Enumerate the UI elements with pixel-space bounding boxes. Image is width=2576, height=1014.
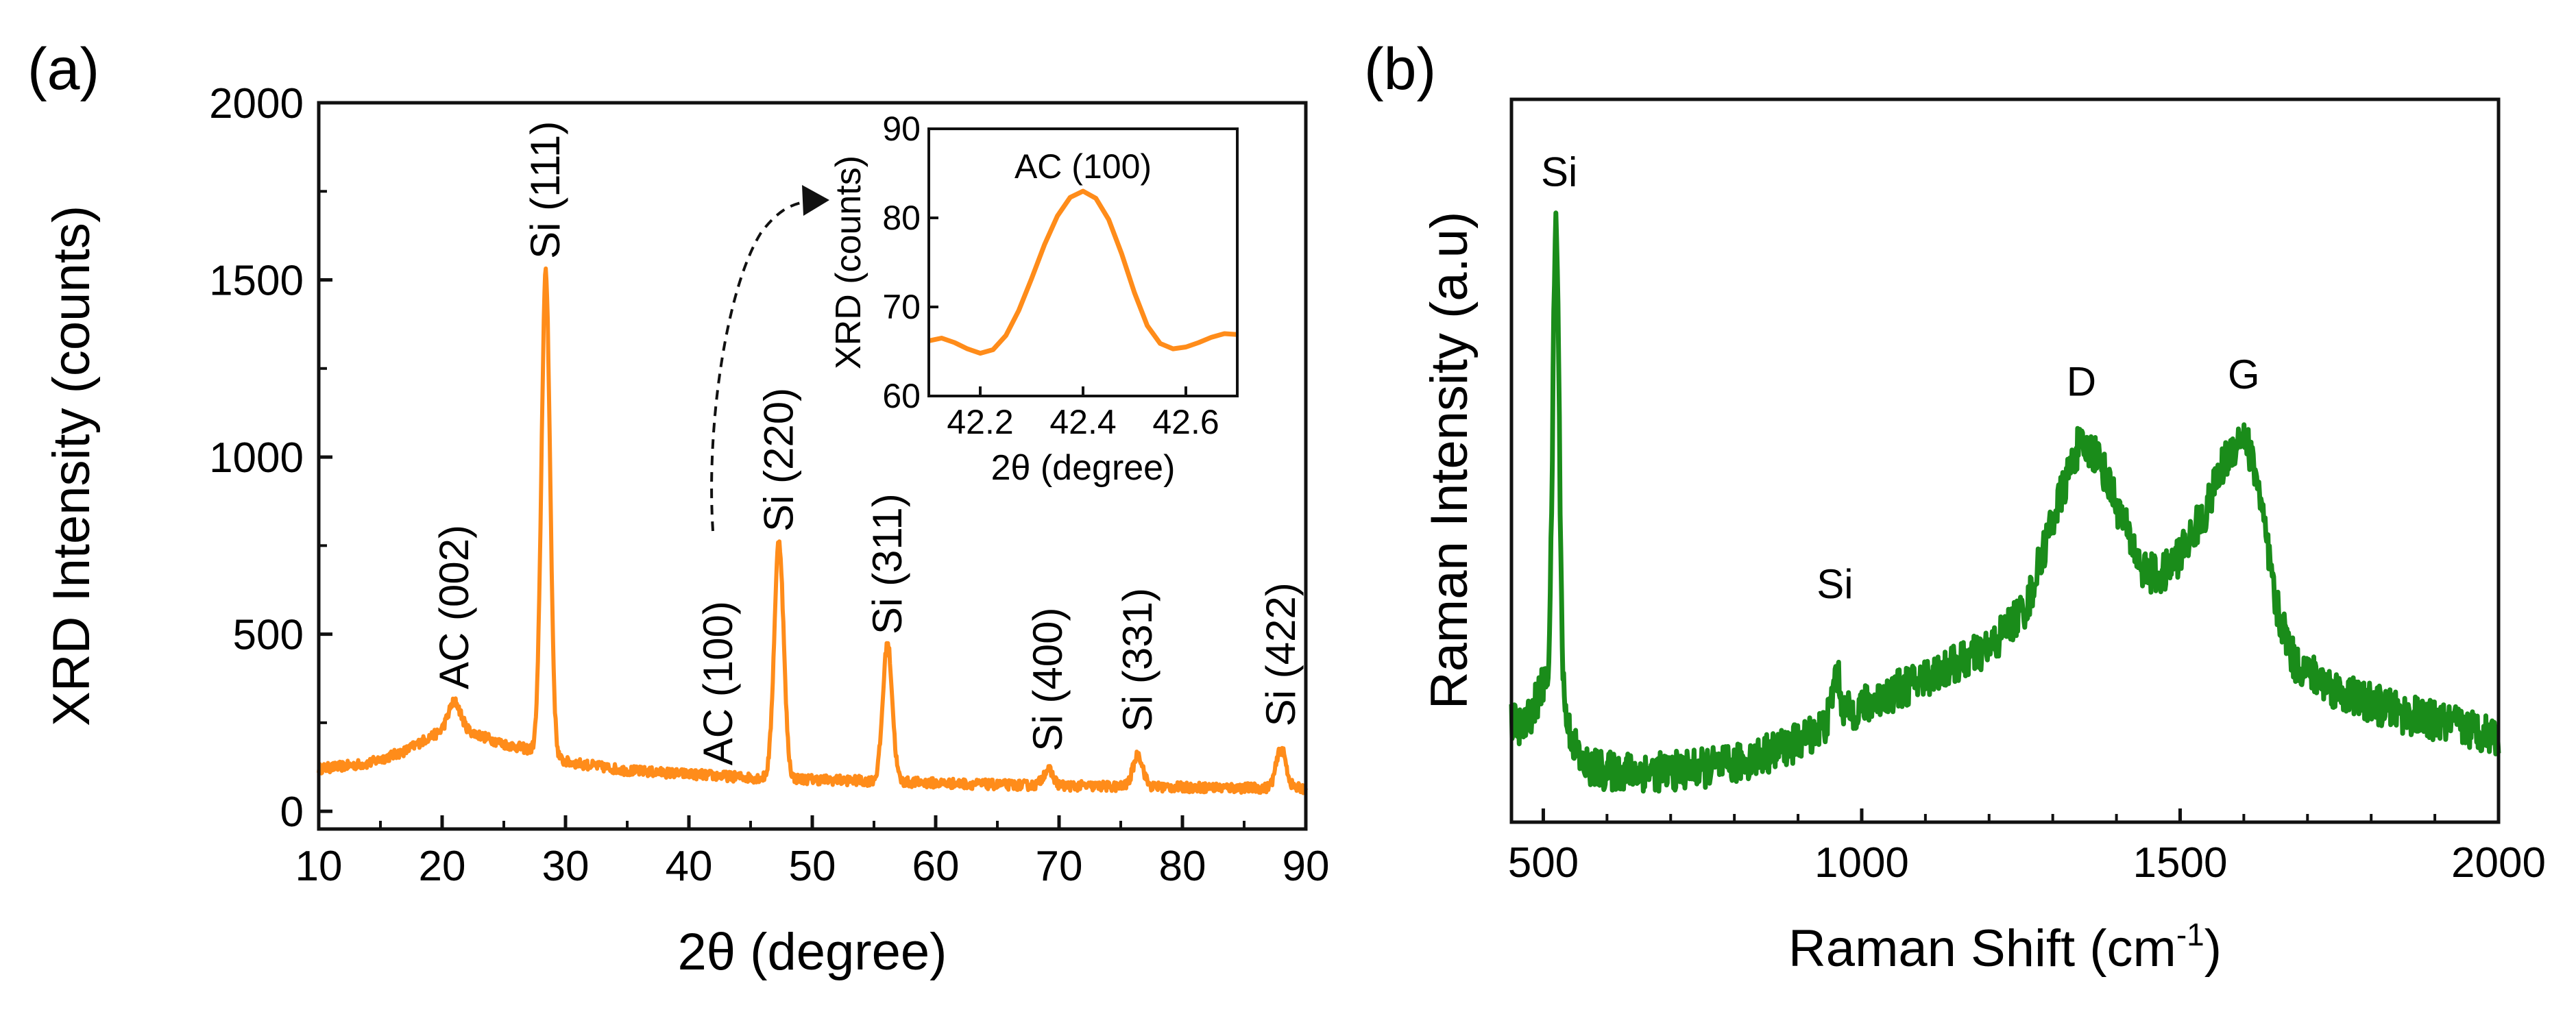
panel-a-ylabel: XRD Intensity (counts): [42, 206, 101, 726]
b-xtick-label: 500: [1508, 839, 1579, 887]
xrd-peak-label: Si (422): [1258, 582, 1304, 726]
arrowhead-icon: [802, 185, 829, 216]
inset-ytick-label: 90: [882, 110, 921, 148]
panel-a-inset: 42.2 42.4 42.6 60 70 80 90 AC (100) 2θ (degree…: [829, 110, 1239, 488]
a-xtick-label: 10: [295, 843, 343, 890]
a-ytick-label: 1000: [209, 434, 304, 482]
xrd-series-line: [317, 267, 1308, 795]
panel-b-xlabel: Raman Shift (cm-1): [1788, 917, 2222, 978]
panel-b-ylabel: Raman Intensity (a.u): [1420, 212, 1479, 710]
inset-ytick-label: 70: [882, 288, 921, 326]
xrd-peak-label: AC (100): [695, 601, 741, 765]
b-xtick-label: 1000: [1814, 839, 1909, 887]
a-xtick-label: 50: [789, 843, 836, 890]
inset-xtick-label: 42.4: [1049, 403, 1116, 441]
panel-b-axes-frame: [1509, 97, 2501, 824]
xrd-peak-label: Si (311): [864, 493, 910, 634]
a-xtick-label: 60: [912, 843, 960, 890]
a-xtick-label: 70: [1036, 843, 1083, 890]
inset-data: [928, 188, 1238, 356]
panel-a-axes-frame: [317, 101, 1308, 831]
inset-ytick-label: 60: [882, 377, 921, 415]
raman-peak-label: G: [2228, 351, 2260, 397]
panel-b-xlabel-text: Raman Shift (cm: [1788, 919, 2176, 978]
raman-peak-label: D: [2067, 359, 2096, 405]
xrd-peak-label: Si (111): [522, 121, 568, 259]
panel-a-peak-labels: AC (002) Si (111) AC (100) Si (220) Si (311)…: [431, 121, 1304, 766]
panel-b-raman: (b) 500 1000 1500 2000 Si Si D G Raman Shift (…: [1364, 36, 2546, 978]
a-ytick-label: 0: [280, 789, 304, 836]
panel-b-peak-labels: Si Si D G: [1541, 149, 2260, 607]
inset-xlabel: 2θ (degree): [991, 448, 1176, 488]
inset-ylabel: XRD (counts): [829, 156, 868, 369]
panel-a-xrd: (a) 10 20 30 40 50 60 70 80 90 0 500 1000 1500 2000 A…: [27, 36, 1329, 981]
a-ytick-label: 2000: [209, 80, 304, 127]
inset-title: AC (100): [1014, 147, 1152, 186]
raman-peak-label: Si: [1816, 561, 1853, 607]
xrd-peak-label: Si (331): [1115, 588, 1161, 732]
xrd-peak-label: Si (220): [755, 388, 801, 532]
panel-b-label: (b): [1364, 36, 1436, 102]
raman-series-line: [1509, 210, 2501, 794]
panel-b-xlabel-end: ): [2204, 919, 2222, 978]
inset-ytick-label: 80: [882, 199, 921, 237]
panel-b-xlabel-sup: -1: [2176, 917, 2204, 952]
inset-pointer-arrow: [710, 199, 810, 532]
panel-a-data: [317, 267, 1308, 795]
panel-b-ticks: 500 1000 1500 2000: [1508, 808, 2546, 887]
raman-peak-label: Si: [1541, 149, 1577, 195]
inset-xtick-label: 42.6: [1152, 403, 1219, 441]
a-xtick-label: 80: [1159, 843, 1206, 890]
a-xtick-label: 40: [666, 843, 713, 890]
panel-a-label: (a): [27, 36, 99, 102]
a-xtick-label: 90: [1283, 843, 1330, 890]
b-xtick-label: 1500: [2133, 839, 2228, 887]
a-xtick-label: 30: [542, 843, 590, 890]
xrd-peak-label: AC (002): [431, 525, 477, 689]
inset-axes-frame: [927, 127, 1239, 397]
a-xtick-label: 20: [419, 843, 466, 890]
panel-a-ticks: 10 20 30 40 50 60 70 80 90 0 500 1000 1500 2000: [209, 80, 1329, 890]
inset-xtick-label: 42.2: [947, 403, 1013, 441]
xrd-peak-label: Si (400): [1025, 607, 1071, 751]
inset-series-line: [928, 188, 1238, 356]
panel-a-xlabel: 2θ (degree): [678, 923, 947, 981]
panel-b-data: [1509, 210, 2501, 794]
a-ytick-label: 1500: [209, 258, 304, 305]
b-xtick-label: 2000: [2451, 839, 2546, 887]
a-ytick-label: 500: [233, 612, 304, 659]
